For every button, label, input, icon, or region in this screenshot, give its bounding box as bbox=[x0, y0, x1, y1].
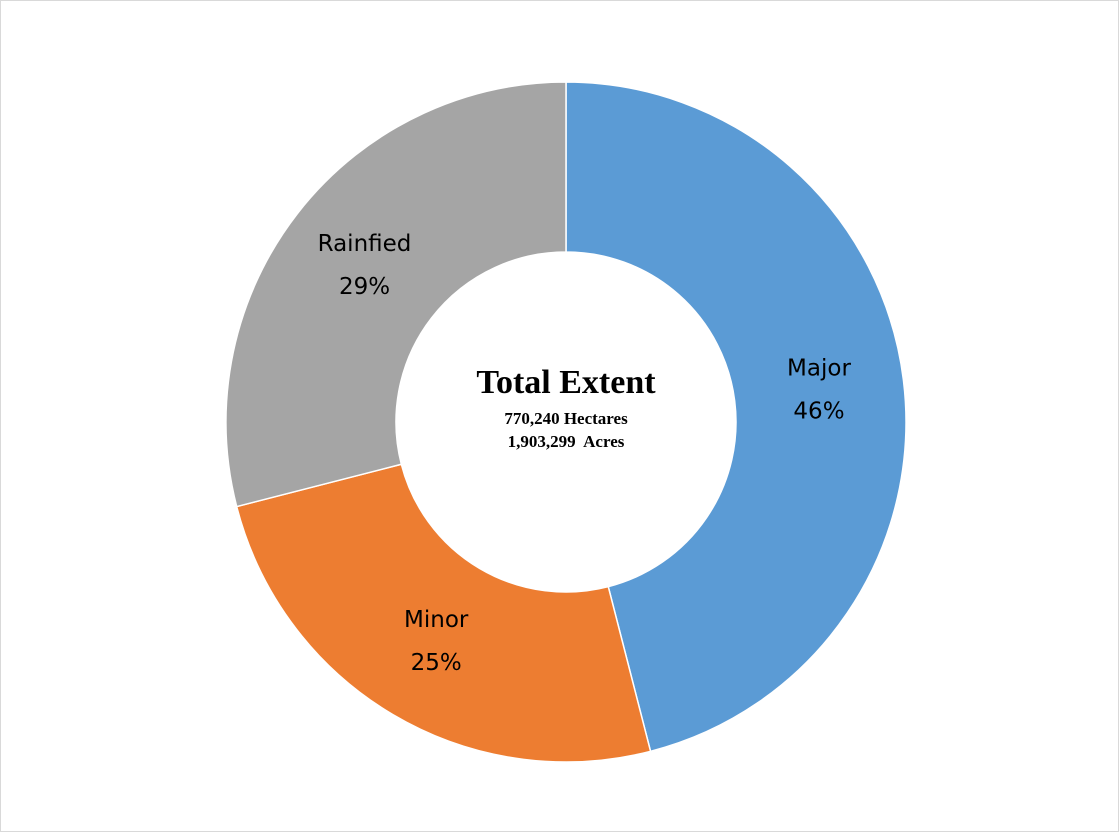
center-line: 1,903,299 Acres bbox=[508, 432, 625, 451]
slice-label: Rainfied bbox=[318, 231, 412, 257]
slice-value-label: 46% bbox=[793, 399, 844, 425]
slice bbox=[225, 81, 567, 508]
slice-label: Minor bbox=[404, 607, 469, 633]
slice bbox=[565, 81, 907, 753]
center-title: Total Extent bbox=[476, 364, 656, 401]
slice-value-label: 29% bbox=[339, 274, 390, 300]
slice bbox=[235, 463, 652, 763]
slice-label: Major bbox=[787, 356, 851, 382]
center-line: 770,240 Hectares bbox=[504, 409, 628, 428]
slice-value-label: 25% bbox=[411, 650, 462, 676]
slices bbox=[225, 81, 907, 763]
